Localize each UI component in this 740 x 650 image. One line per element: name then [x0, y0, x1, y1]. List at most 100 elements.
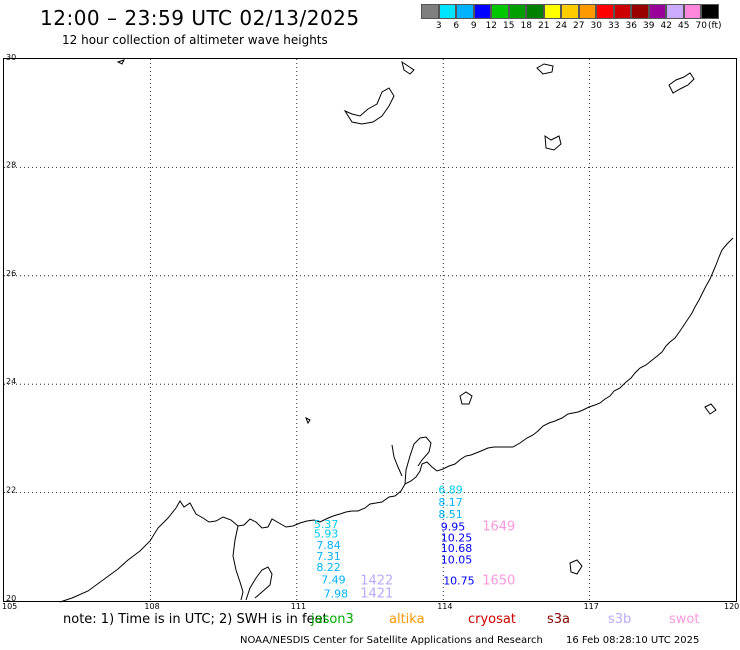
wave-height-value: 9.95 — [441, 521, 466, 534]
legend-label: 9 — [470, 21, 477, 31]
credit-line: NOAA/NESDIS Center for Satellite Applica… — [240, 635, 543, 646]
wave-height-value: 8.51 — [438, 508, 463, 521]
latitude-tick-label: 22 — [6, 486, 16, 495]
mission-label-swot: swot — [669, 612, 700, 627]
island-small-3 — [305, 416, 311, 425]
mission-label-jason3: jason3 — [311, 612, 354, 627]
coastline-mainland — [59, 237, 734, 603]
island-north-7 — [704, 403, 717, 415]
coastline-hainan-north — [245, 566, 273, 601]
legend-labels: 3 6 9 12 15 18 21 24 27 30 33 36 39 42 45 70 — [421, 21, 719, 31]
coastline — [59, 59, 734, 603]
coastline-leizhou — [232, 525, 244, 601]
wave-height-value: 1422 — [360, 574, 393, 589]
latitude-tick-label: 20 — [6, 594, 16, 603]
longitude-tick-label: 114 — [437, 602, 452, 611]
legend-label: 36 — [625, 21, 637, 31]
island-small-2 — [116, 59, 125, 65]
legend-swatch — [666, 4, 684, 19]
longitude-tick-label: 111 — [291, 602, 306, 611]
longitude-tick-label: 117 — [584, 602, 599, 611]
legend-label: 24 — [555, 21, 567, 31]
legend-swatch — [421, 4, 439, 19]
legend-swatch — [491, 4, 509, 19]
island-small-1 — [569, 559, 583, 575]
island-north-3 — [544, 135, 562, 151]
legend-label: 21 — [538, 21, 550, 31]
mission-label-s3b: s3b — [608, 612, 632, 627]
color-legend: 3 6 9 12 15 18 21 24 27 30 33 36 39 42 45 70 (ft) — [421, 4, 722, 31]
wave-height-value: 7.98 — [324, 588, 349, 601]
legend-label: 6 — [453, 21, 460, 31]
map-subtitle: 12 hour collection of altimeter wave hei… — [62, 33, 328, 47]
longitude-tick-label: 120 — [724, 602, 739, 611]
altimeter-observations: 5.375.937.847.318.227.497.98 6.898.178.51… — [314, 484, 515, 602]
latitude-tick-label: 28 — [6, 160, 16, 169]
legend-swatch — [473, 4, 491, 19]
legend-label: 39 — [643, 21, 655, 31]
legend-swatch — [701, 4, 719, 19]
wave-height-value: 6.89 — [438, 484, 463, 497]
wave-height-value: 7.49 — [321, 574, 346, 587]
legend-swatch — [508, 4, 526, 19]
footnote: note: 1) Time is in UTC; 2) SWH is in fe… — [63, 612, 328, 627]
latitude-tick-label: 24 — [6, 377, 16, 386]
wave-height-value: 1650 — [482, 574, 515, 589]
wave-height-value: 10.68 — [441, 542, 473, 555]
legend-swatch — [683, 4, 701, 19]
map-title: 12:00 – 23:59 UTC 02/13/2025 — [40, 6, 360, 30]
legend-swatch — [613, 4, 631, 19]
legend-label: 12 — [485, 21, 497, 31]
graticule — [4, 59, 736, 601]
legend-swatch — [543, 4, 561, 19]
legend-swatch — [438, 4, 456, 19]
latitude-labels: 30 28 26 24 22 20 — [6, 53, 16, 603]
longitude-labels: 105 108 111 114 117 120 — [2, 602, 739, 611]
longitude-tick-label: 108 — [144, 602, 159, 611]
mission-label-s3a: s3a — [547, 612, 571, 627]
island-north-5 — [536, 63, 554, 75]
generated-timestamp: 16 Feb 08:28:10 UTC 2025 — [566, 635, 700, 646]
legend-label: 42 — [660, 21, 672, 31]
legend-swatch — [526, 4, 544, 19]
legend-label: 18 — [520, 21, 532, 31]
island-north-2 — [343, 87, 395, 125]
wave-height-value: 10.25 — [441, 531, 473, 544]
mission-label-cryosat: cryosat — [468, 612, 516, 627]
legend-label: 70 — [695, 21, 707, 31]
latitude-tick-label: 30 — [6, 53, 16, 62]
legend-swatch — [596, 4, 614, 19]
wave-height-value: 5.37 — [314, 518, 339, 531]
legend-swatches — [421, 4, 719, 19]
legend-label: 45 — [678, 21, 690, 31]
legend-label: 27 — [573, 21, 585, 31]
island-north-4 — [401, 60, 415, 75]
mission-label-altika: altika — [389, 612, 425, 627]
legend-label: 15 — [503, 21, 515, 31]
legend-swatch — [561, 4, 579, 19]
wave-height-value: 7.31 — [316, 550, 341, 563]
legend-swatch — [578, 4, 596, 19]
coastline-inlet-2 — [391, 444, 403, 477]
coastline-inlet — [404, 436, 432, 485]
legend-label: 30 — [590, 21, 602, 31]
wave-height-value: 1421 — [360, 587, 393, 602]
wave-height-value: 10.05 — [441, 554, 473, 567]
legend-swatch — [648, 4, 666, 19]
legend-label: 33 — [608, 21, 620, 31]
longitude-tick-label: 105 — [2, 602, 17, 611]
legend-unit: (ft) — [708, 21, 722, 31]
latitude-tick-label: 26 — [6, 269, 16, 278]
wave-height-value: 7.84 — [316, 539, 341, 552]
island-north-1 — [668, 72, 695, 94]
island-north-6 — [459, 391, 473, 405]
legend-swatch — [631, 4, 649, 19]
wave-height-value: 8.22 — [316, 561, 341, 574]
map-frame — [3, 58, 737, 602]
legend-label: 3 — [435, 21, 442, 31]
wave-height-value: 5.93 — [314, 528, 339, 541]
legend-swatch — [456, 4, 474, 19]
wave-height-value: 1649 — [482, 520, 515, 535]
wave-height-value: 10.75 — [443, 575, 475, 588]
